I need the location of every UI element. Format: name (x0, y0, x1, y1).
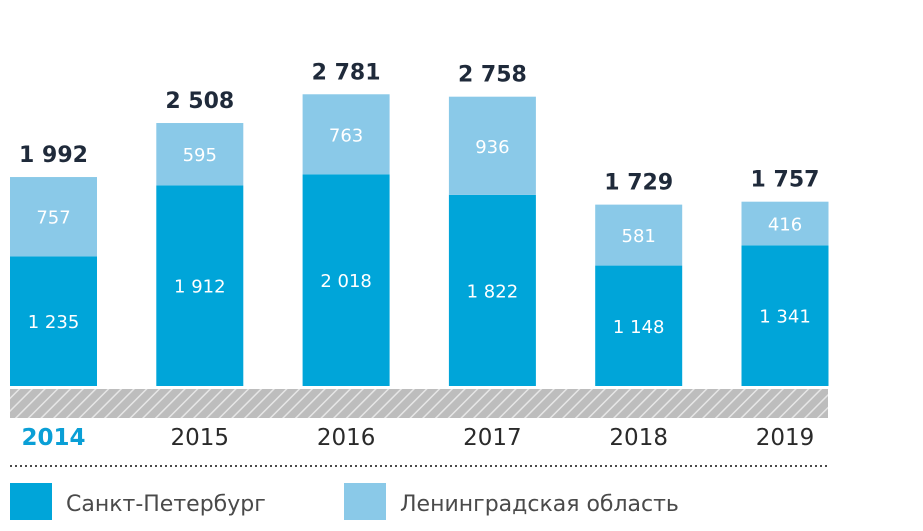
legend-label-lo: Ленинградская область (400, 492, 679, 517)
legend-swatch-spb (10, 483, 52, 520)
bar-spb-2019 (741, 245, 829, 386)
bar-value-label: 581 (622, 226, 656, 247)
bar-value-label: 1 822 (467, 281, 519, 302)
bar-value-label: 595 (183, 145, 217, 166)
bars-layer (10, 94, 829, 386)
x-axis-tick-labels: 2014 2015 2016 2017 2018 2019 (21, 425, 814, 451)
x-tick-label-2015: 2015 (171, 425, 230, 451)
total-value-label: 1 757 (751, 168, 820, 193)
x-axis-band (10, 389, 828, 418)
x-tick-label-2018: 2018 (609, 425, 668, 451)
labels-layer: 1 235 757 1 992 1 912 595 2 508 2 018 763 2 781 1… (19, 60, 819, 338)
bar-value-label: 763 (329, 125, 363, 146)
total-value-label: 2 781 (312, 60, 381, 85)
bar-spb-2016 (302, 174, 390, 386)
bar-lo-2016 (302, 94, 390, 175)
bar-value-label: 936 (475, 137, 509, 158)
bar-spb-2014 (10, 256, 97, 386)
bar-value-label: 416 (768, 215, 802, 236)
total-value-label: 1 729 (604, 171, 673, 196)
bar-spb-2018 (595, 265, 683, 386)
bar-value-label: 1 341 (759, 307, 811, 328)
bar-spb-2015 (156, 185, 244, 386)
legend: Санкт-Петербург Ленинградская область (10, 483, 679, 520)
bar-lo-2017 (448, 96, 536, 195)
x-tick-label-2017: 2017 (463, 425, 522, 451)
bar-spb-2017 (448, 194, 536, 386)
bar-value-label: 757 (36, 208, 70, 229)
legend-swatch-lo (344, 483, 386, 520)
bar-value-label: 1 235 (28, 312, 80, 333)
x-tick-label-2019: 2019 (756, 425, 815, 451)
total-value-label: 2 508 (165, 89, 234, 114)
x-tick-label-2016: 2016 (317, 425, 376, 451)
bar-value-label: 1 912 (174, 277, 226, 298)
bar-value-label: 1 148 (613, 317, 665, 338)
bar-lo-2015 (156, 123, 244, 186)
bar-lo-2018 (595, 204, 683, 266)
total-value-label: 1 992 (19, 143, 88, 168)
bar-value-label: 2 018 (320, 271, 372, 292)
bar-lo-2019 (741, 201, 829, 246)
bar-lo-2014 (10, 177, 97, 257)
x-tick-label-2014: 2014 (21, 425, 85, 451)
total-value-label: 2 758 (458, 63, 527, 88)
legend-label-spb: Санкт-Петербург (66, 492, 266, 517)
